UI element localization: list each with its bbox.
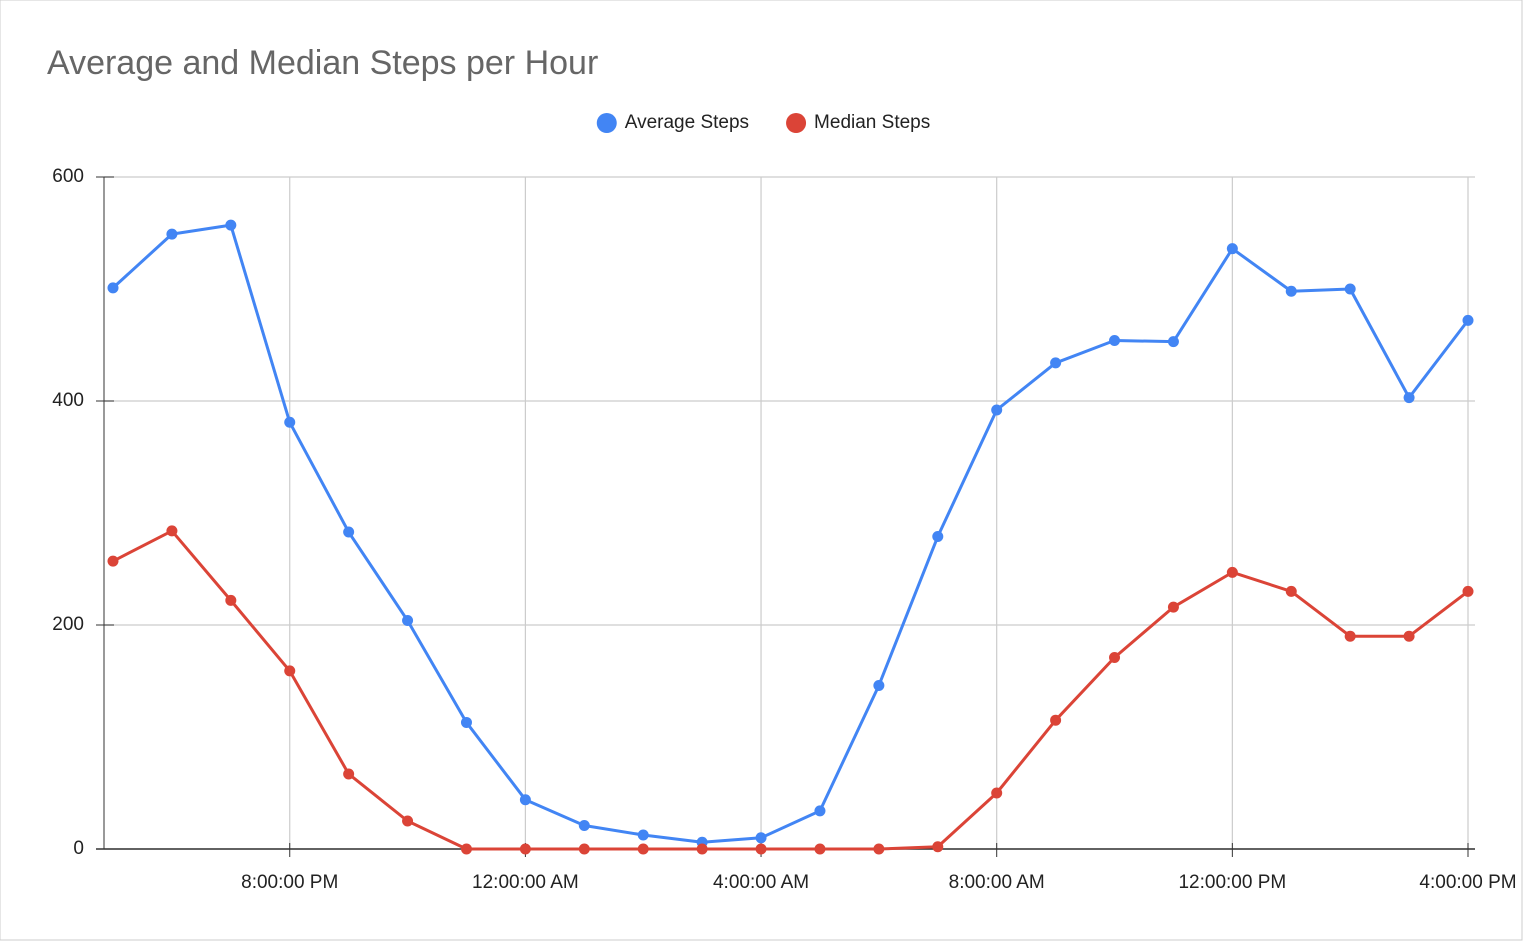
data-point — [696, 843, 708, 855]
data-point — [284, 416, 296, 428]
data-point — [1109, 335, 1121, 347]
data-point — [991, 787, 1003, 799]
legend-item: Median Steps — [786, 112, 930, 133]
data-point — [1285, 285, 1297, 297]
data-point — [1344, 630, 1356, 642]
x-tick-label: 4:00:00 PM — [1419, 872, 1516, 893]
series-line — [112, 529, 1469, 851]
x-tick-label: 4:00:00 AM — [713, 872, 809, 893]
data-point — [991, 404, 1003, 416]
data-point — [932, 531, 944, 543]
data-point — [284, 665, 296, 677]
data-point — [873, 679, 885, 691]
data-point — [1403, 392, 1415, 404]
data-point — [1462, 314, 1474, 326]
y-tick-label: 600 — [52, 166, 84, 187]
data-point — [343, 526, 355, 538]
data-point — [460, 843, 472, 855]
data-point — [1167, 601, 1179, 613]
data-point — [578, 843, 590, 855]
data-point — [1109, 651, 1121, 663]
data-point — [519, 794, 531, 806]
data-point — [1285, 585, 1297, 597]
data-point — [932, 841, 944, 853]
legend-label: Median Steps — [814, 112, 930, 133]
series-line — [111, 223, 1470, 844]
data-point — [166, 228, 178, 240]
data-point — [637, 843, 649, 855]
data-point — [343, 768, 355, 780]
data-point — [107, 555, 119, 567]
data-point — [814, 805, 826, 817]
legend-label: Average Steps — [625, 112, 749, 133]
data-point — [755, 843, 767, 855]
data-point — [578, 819, 590, 831]
data-point — [814, 843, 826, 855]
y-tick-label: 0 — [73, 838, 84, 859]
legend-marker — [786, 113, 807, 133]
y-tick-label: 400 — [52, 390, 84, 411]
data-point — [637, 829, 649, 841]
data-point — [166, 525, 178, 537]
legend-item: Average Steps — [596, 112, 749, 133]
data-point — [1462, 585, 1474, 597]
x-tick-label: 12:00:00 AM — [472, 872, 579, 893]
data-point — [460, 716, 472, 728]
data-point — [519, 843, 531, 855]
data-point — [1403, 630, 1415, 642]
legend-marker — [596, 113, 617, 133]
data-point — [1344, 283, 1356, 295]
data-point — [1050, 714, 1062, 726]
chart-title: Average and Median Steps per Hour — [47, 44, 598, 82]
data-point — [1167, 336, 1179, 348]
data-point — [402, 815, 414, 827]
x-tick-label: 8:00:00 AM — [949, 872, 1045, 893]
data-point — [107, 282, 119, 294]
data-point — [1226, 566, 1238, 578]
data-point — [873, 843, 885, 855]
data-point — [225, 594, 237, 606]
legend: Average Steps Median Steps — [596, 112, 930, 133]
data-point — [1050, 357, 1062, 369]
data-point — [1226, 243, 1238, 255]
x-tick-label: 12:00:00 PM — [1178, 872, 1286, 893]
data-point — [755, 832, 767, 844]
data-point — [225, 219, 237, 231]
y-tick-label: 200 — [52, 614, 84, 635]
x-tick-label: 8:00:00 PM — [241, 872, 338, 893]
data-point — [402, 615, 414, 627]
